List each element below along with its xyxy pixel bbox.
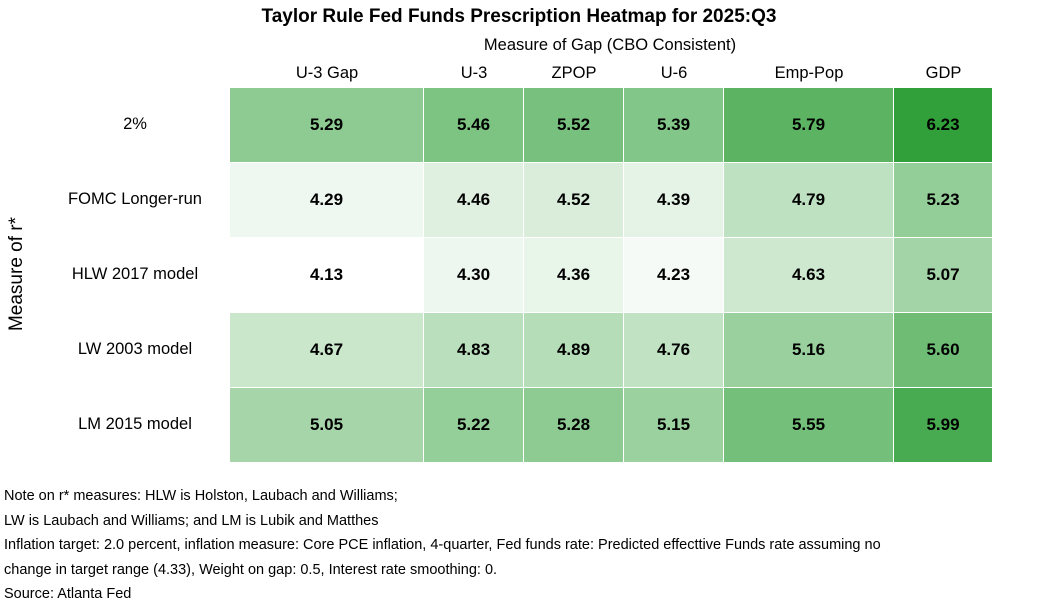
row-header: LM 2015 model [78,414,192,433]
column-header: Emp-Pop [774,64,844,82]
heatmap-cell: 4.13 [230,238,424,313]
column-header: U-3 [460,64,488,82]
heatmap-cell: 5.99 [894,388,993,463]
heatmap-cell: 4.39 [624,163,724,238]
heatmap-cell: 4.36 [524,238,624,313]
row-header: 2% [123,114,147,133]
column-header: GDP [925,64,962,82]
note-line: Note on r* measures: HLW is Holston, Lau… [4,488,398,504]
heatmap-cell: 5.52 [524,88,624,163]
heatmap-cell: 5.46 [424,88,524,163]
column-header: U-6 [660,64,688,82]
column-header: U-3 Gap [295,64,359,82]
heatmap-cell: 4.79 [724,163,894,238]
heatmap-cell: 5.23 [894,163,993,238]
heatmap-cell: 5.39 [624,88,724,163]
heatmap-cell: 4.23 [624,238,724,313]
heatmap-cell: 5.07 [894,238,993,313]
row-header: HLW 2017 model [71,264,199,283]
heatmap-cell: 5.28 [524,388,624,463]
heatmap-cell: 5.22 [424,388,524,463]
heatmap-cell: 5.60 [894,313,993,388]
column-header: ZPOP [551,64,597,82]
notes: Note on r* measures: HLW is Holston, Lau… [4,484,881,607]
heatmap-cell: 5.16 [724,313,894,388]
row-header: LW 2003 model [77,339,193,358]
heatmap-cell: 6.23 [894,88,993,163]
heatmap-cell: 5.55 [724,388,894,463]
heatmap-cell: 4.29 [230,163,424,238]
heatmap-cell: 5.79 [724,88,894,163]
note-line: Inflation target: 2.0 percent, inflation… [4,537,881,553]
column-axis-label: Measure of Gap (CBO Consistent) [483,36,737,54]
heatmap-cell: 5.15 [624,388,724,463]
heatmap-cell: 4.63 [724,238,894,313]
heatmap-cell: 4.76 [624,313,724,388]
note-line: change in target range (4.33), Weight on… [4,561,498,578]
heatmap-cell: 5.05 [230,388,424,463]
heatmap-cell: 4.83 [424,313,524,388]
heatmap-cell: 4.30 [424,238,524,313]
row-header: FOMC Longer-run [68,189,202,208]
chart-title: Taylor Rule Fed Funds Prescription Heatm… [261,6,777,27]
source-line: Source: Atlanta Fed [4,586,132,602]
heatmap-cell: 4.52 [524,163,624,238]
heatmap-cell: 4.46 [424,163,524,238]
heatmap-cell: 4.89 [524,313,624,388]
heatmap-cell: 4.67 [230,313,424,388]
heatmap-cell: 5.29 [230,88,424,163]
note-line: LW is Laubach and Williams; and LM is Lu… [4,512,379,529]
